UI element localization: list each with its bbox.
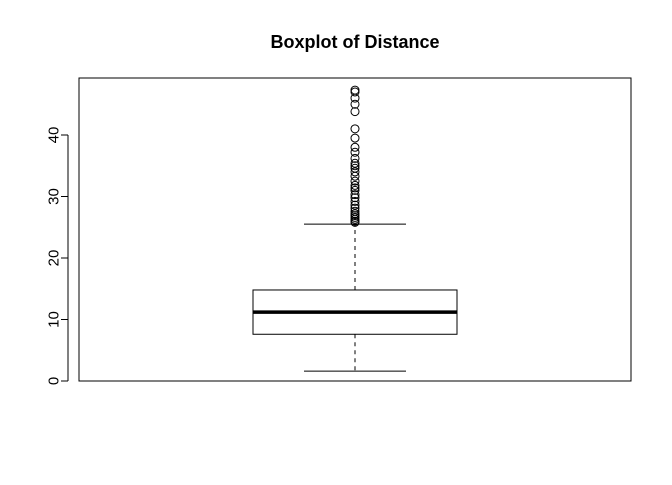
outlier-point xyxy=(350,161,360,171)
outlier-point xyxy=(350,85,360,95)
chart-title: Boxplot of Distance xyxy=(270,32,439,52)
outlier-point xyxy=(350,167,360,177)
outlier-point xyxy=(350,153,360,163)
y-tick-label: 0 xyxy=(46,377,63,385)
outlier-point xyxy=(350,180,360,190)
outlier-point xyxy=(350,158,360,168)
outlier-point xyxy=(350,185,360,195)
outlier-point xyxy=(350,87,360,97)
outlier-point xyxy=(350,142,360,152)
outlier-point xyxy=(350,176,360,186)
outlier-point xyxy=(350,183,360,193)
outlier-point xyxy=(350,147,360,157)
outlier-point xyxy=(350,193,360,203)
outlier-point xyxy=(350,196,360,206)
box-plot xyxy=(252,223,458,372)
outlier-point xyxy=(350,203,360,213)
outlier-point xyxy=(350,124,360,134)
outlier-point xyxy=(350,190,360,200)
plot-frame xyxy=(78,77,632,382)
outlier-point xyxy=(350,163,360,173)
y-tick-label: 40 xyxy=(46,127,63,144)
outlier-point xyxy=(350,206,360,216)
y-tick-label: 30 xyxy=(46,188,63,205)
outlier-point xyxy=(350,200,360,210)
y-tick-label: 10 xyxy=(46,311,63,328)
y-axis: 0 10 20 30 40 xyxy=(46,127,69,385)
outlier-point xyxy=(350,99,360,109)
y-tick-label: 20 xyxy=(46,250,63,267)
outlier-point xyxy=(350,209,360,219)
outlier-point xyxy=(350,133,360,143)
outlier-point xyxy=(350,107,360,117)
outlier-points xyxy=(350,85,360,227)
